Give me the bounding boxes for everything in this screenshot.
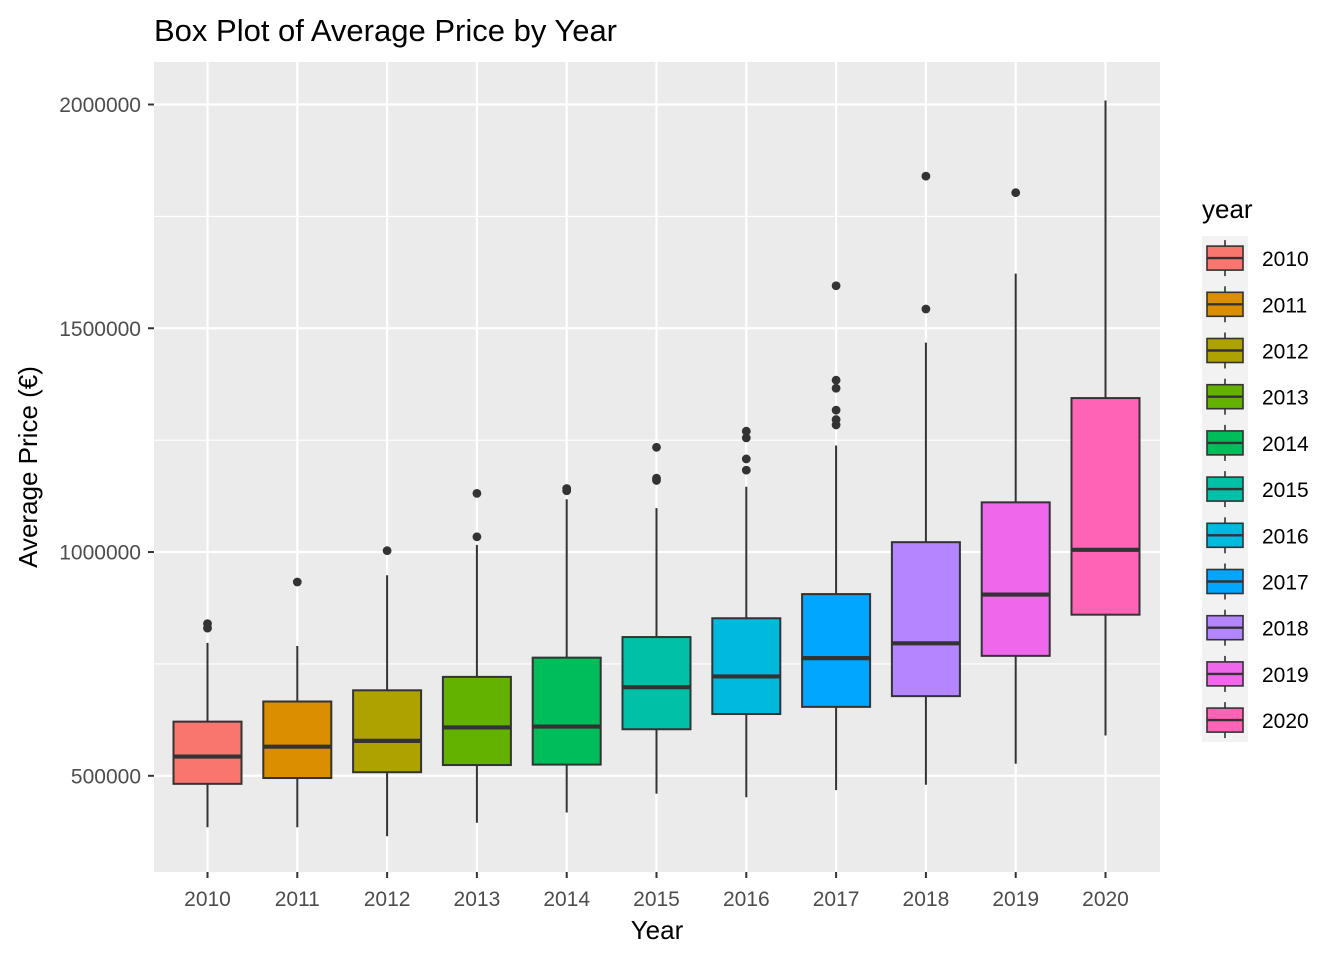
outlier-point <box>831 383 841 393</box>
x-tick-label: 2017 <box>813 888 860 911</box>
y-tick-label: 500000 <box>71 765 141 788</box>
x-tick-label: 2016 <box>723 888 770 911</box>
box-series <box>172 100 1141 837</box>
x-tick-label: 2015 <box>633 888 680 911</box>
outlier-point <box>472 489 482 498</box>
x-tick-label: 2011 <box>275 888 320 911</box>
box-2014 <box>531 484 602 813</box>
box-iqr <box>352 689 423 774</box>
box-iqr <box>621 636 692 731</box>
legend-label: 2010 <box>1262 248 1309 271</box>
x-axis: 2010 2011 2012 2013 2014 2015 2016 2017 2018 2019… <box>184 872 1129 911</box>
box-2015 <box>621 442 692 794</box>
x-tick-label: 2019 <box>992 888 1039 911</box>
y-tick-label: 2000000 <box>59 94 141 117</box>
y-tick-label: 1000000 <box>59 542 141 565</box>
y-axis: 500000 1000000 1500000 2000000 <box>59 94 154 788</box>
legend-item-2013: 2013 <box>1206 378 1309 415</box>
legend-item-2019: 2019 <box>1206 655 1309 692</box>
outlier-point <box>652 473 661 483</box>
box-2016 <box>711 426 782 798</box>
outlier-point <box>382 546 392 556</box>
outlier-point <box>292 577 302 587</box>
x-tick-label: 2014 <box>543 888 590 911</box>
legend-label: 2016 <box>1262 525 1309 548</box>
legend-item-2010: 2010 <box>1206 240 1309 277</box>
box-2010 <box>172 619 243 828</box>
x-axis-title: Year <box>631 915 684 945</box>
box-2012 <box>352 546 423 837</box>
outlier-point <box>472 532 482 542</box>
outlier-point <box>1011 188 1021 198</box>
legend-item-2011: 2011 <box>1206 286 1307 323</box>
box-iqr <box>711 617 782 716</box>
legend-label: 2013 <box>1262 387 1309 410</box>
legend-items: 2010 2011 2012 2013 2014 2015 2016 2017 2018 2019… <box>1206 240 1309 739</box>
outlier-point <box>741 426 751 436</box>
box-iqr <box>172 720 243 785</box>
chart-title: Box Plot of Average Price by Year <box>154 13 617 48</box>
y-tick-label: 1500000 <box>59 318 141 341</box>
legend-item-2016: 2016 <box>1206 517 1309 554</box>
legend-label: 2017 <box>1262 572 1309 595</box>
outlier-point <box>831 405 841 415</box>
legend-label: 2020 <box>1262 710 1309 733</box>
y-axis-title: Average Price (€) <box>13 366 43 568</box>
x-tick-label: 2010 <box>184 888 231 911</box>
box-iqr <box>441 675 512 767</box>
x-tick-label: 2012 <box>364 888 411 911</box>
outlier-point <box>203 619 212 629</box>
box-2018 <box>890 171 961 785</box>
box-2011 <box>262 577 333 828</box>
legend-item-2017: 2017 <box>1206 563 1309 600</box>
box-iqr <box>1070 397 1141 616</box>
legend-item-2018: 2018 <box>1206 609 1309 646</box>
x-tick-label: 2018 <box>903 888 950 911</box>
x-tick-label: 2013 <box>454 888 501 911</box>
legend-item-2012: 2012 <box>1206 332 1309 369</box>
outlier-point <box>921 171 931 181</box>
box-iqr <box>531 656 602 766</box>
legend-title: year <box>1202 194 1253 224</box>
outlier-point <box>741 433 751 443</box>
box-2017 <box>801 281 872 791</box>
legend-label: 2014 <box>1262 433 1309 456</box>
box-2020 <box>1070 100 1141 736</box>
outlier-point <box>831 375 841 385</box>
legend-label: 2012 <box>1262 341 1309 364</box>
outlier-point <box>652 442 661 452</box>
outlier-point <box>562 484 572 493</box>
box-2019 <box>980 188 1051 764</box>
outlier-point <box>921 304 931 314</box>
box-iqr <box>980 501 1051 657</box>
box-iqr <box>262 700 333 780</box>
legend-label: 2019 <box>1262 664 1309 687</box>
outlier-point <box>741 465 751 475</box>
legend: year 20102011201220132014201520162017201… <box>1202 194 1309 742</box>
box-iqr <box>801 593 872 708</box>
outlier-point <box>741 454 751 464</box>
legend-item-2014: 2014 <box>1206 424 1309 461</box>
box-2013 <box>441 489 512 823</box>
outlier-point <box>831 281 841 291</box>
outlier-point <box>831 415 841 424</box>
legend-item-2020: 2020 <box>1206 702 1309 739</box>
legend-label: 2018 <box>1262 618 1309 641</box>
legend-label: 2011 <box>1262 294 1307 317</box>
x-tick-label: 2020 <box>1082 888 1129 911</box>
box-iqr <box>890 541 961 698</box>
legend-label: 2015 <box>1262 479 1309 502</box>
legend-item-2015: 2015 <box>1206 471 1309 508</box>
